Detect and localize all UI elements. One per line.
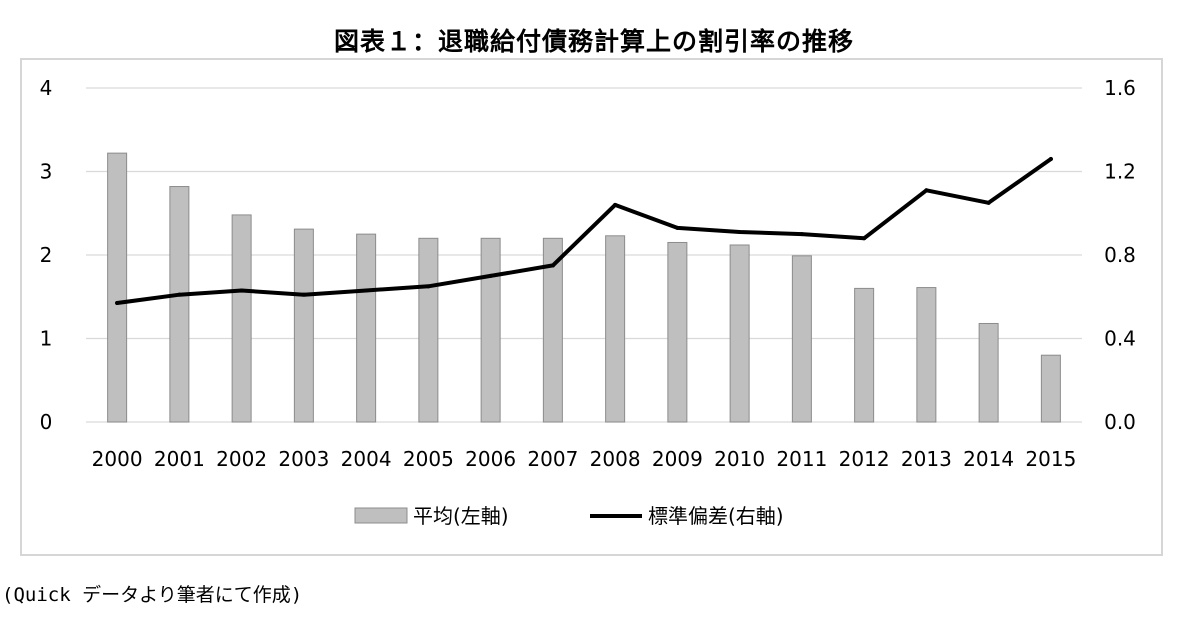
bar [667, 241, 688, 423]
bar [418, 237, 439, 423]
y-left-tick-label: 2 [40, 243, 53, 267]
bar [169, 186, 190, 423]
line-point [986, 200, 991, 205]
y-left-tick-label: 4 [40, 76, 53, 100]
line-point [924, 188, 929, 193]
y-right-tick-label: 0.0 [1104, 410, 1136, 434]
x-tick-label: 2012 [839, 447, 890, 471]
line-point [799, 232, 804, 237]
y-right-tick-label: 0.4 [1104, 327, 1136, 351]
x-tick-label: 2008 [590, 447, 641, 471]
bar [293, 228, 314, 423]
line-point [613, 202, 618, 207]
bar [729, 244, 750, 423]
x-tick-label: 2013 [901, 447, 952, 471]
bar [854, 287, 875, 423]
bar [916, 287, 937, 423]
line-point [426, 284, 431, 289]
x-tick-label: 2009 [652, 447, 703, 471]
x-tick-label: 2014 [963, 447, 1014, 471]
line-point [301, 292, 306, 297]
line-point [862, 236, 867, 241]
legend-label-bar: 平均(左軸) [413, 504, 509, 528]
y-left-tick-label: 0 [40, 410, 53, 434]
bar [480, 237, 501, 423]
x-tick-label: 2015 [1025, 447, 1076, 471]
line-point [737, 230, 742, 235]
y-right-tick-label: 1.2 [1104, 160, 1136, 184]
x-tick-label: 2001 [154, 447, 205, 471]
bar [107, 152, 128, 423]
bar [978, 322, 999, 423]
bar [542, 237, 563, 423]
line-point [550, 263, 555, 268]
x-tick-label: 2011 [776, 447, 827, 471]
y-right-tick-label: 1.6 [1104, 76, 1136, 100]
line-point [115, 301, 120, 306]
line-series [115, 157, 1053, 305]
source-note: (Quick データより筆者にて作成) [2, 584, 303, 606]
line-point [364, 288, 369, 293]
bar [1040, 354, 1061, 423]
y-left-tick-label: 3 [40, 160, 53, 184]
bar [356, 233, 377, 423]
line-point [239, 288, 244, 293]
chart-frame [20, 58, 1163, 556]
legend-swatch-bar [354, 507, 408, 524]
x-tick-label: 2006 [465, 447, 516, 471]
y-right-tick-label: 0.8 [1104, 243, 1136, 267]
bar [791, 255, 812, 423]
line-point [488, 273, 493, 278]
line-point [177, 292, 182, 297]
chart-title: 図表１：退職給付債務計算上の割引率の推移 [333, 27, 854, 56]
x-tick-label: 2003 [278, 447, 329, 471]
y-left-tick-label: 1 [40, 327, 53, 351]
legend-label-line: 標準偏差(右軸) [648, 504, 784, 528]
x-tick-label: 2010 [714, 447, 765, 471]
x-tick-label: 2005 [403, 447, 454, 471]
x-tick-label: 2002 [216, 447, 267, 471]
bar [605, 235, 626, 423]
line-point [1048, 156, 1053, 161]
x-tick-label: 2007 [527, 447, 578, 471]
x-tick-label: 2004 [341, 447, 392, 471]
x-tick-label: 2000 [92, 447, 143, 471]
bar [231, 214, 252, 423]
line-point [675, 225, 680, 230]
